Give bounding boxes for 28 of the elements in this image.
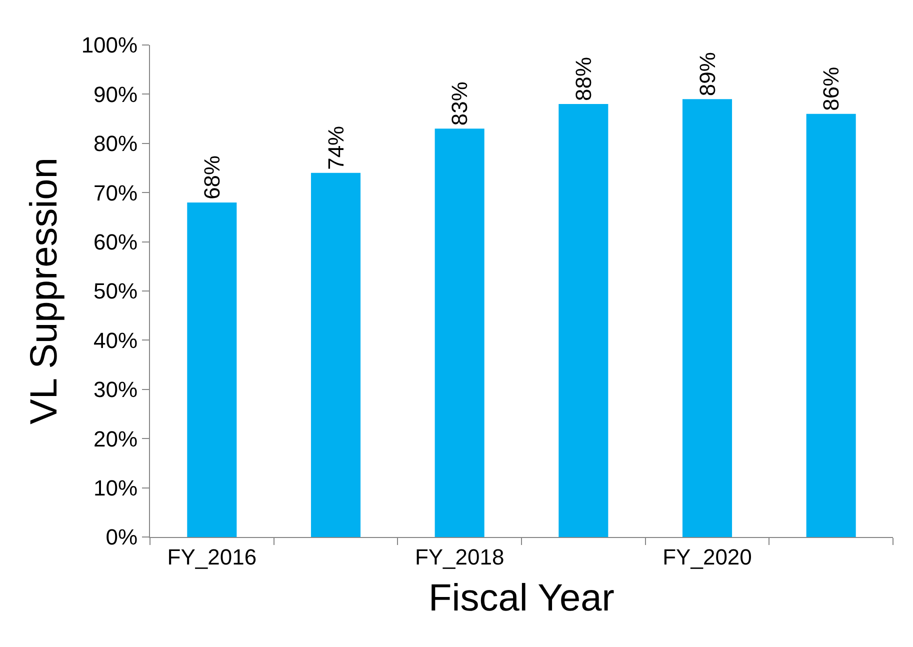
bar	[310, 172, 361, 537]
y-tick-label: 100%	[81, 32, 138, 58]
x-axis-title: Fiscal Year	[428, 578, 615, 620]
y-tick-label: 40%	[94, 328, 138, 353]
bar	[806, 114, 856, 537]
data-label: 83%	[447, 82, 472, 126]
bar	[434, 128, 484, 537]
y-tick-label: 70%	[94, 180, 138, 206]
y-tick-label: 30%	[94, 377, 138, 402]
y-tick-label: 0%	[106, 524, 138, 550]
x-tick-label: FY_2016	[167, 544, 257, 570]
x-tick-label: FY_2018	[414, 544, 504, 570]
y-axis-title: VL Suppression	[24, 158, 66, 424]
bar	[682, 99, 732, 537]
data-label: 86%	[818, 66, 844, 111]
y-tick-label: 20%	[94, 426, 138, 452]
data-label: 68%	[199, 155, 224, 200]
y-tick-label: 90%	[94, 82, 138, 107]
y-tick-label: 50%	[94, 278, 138, 304]
data-label: 88%	[570, 56, 596, 102]
bar	[187, 202, 237, 537]
x-tick-label: FY_2020	[662, 544, 752, 570]
data-label: 89%	[694, 52, 720, 96]
data-label: 74%	[323, 126, 348, 170]
bar	[558, 104, 608, 537]
y-tick-label: 80%	[94, 131, 138, 156]
y-tick-label: 10%	[94, 476, 138, 500]
y-tick-label: 60%	[94, 230, 138, 254]
